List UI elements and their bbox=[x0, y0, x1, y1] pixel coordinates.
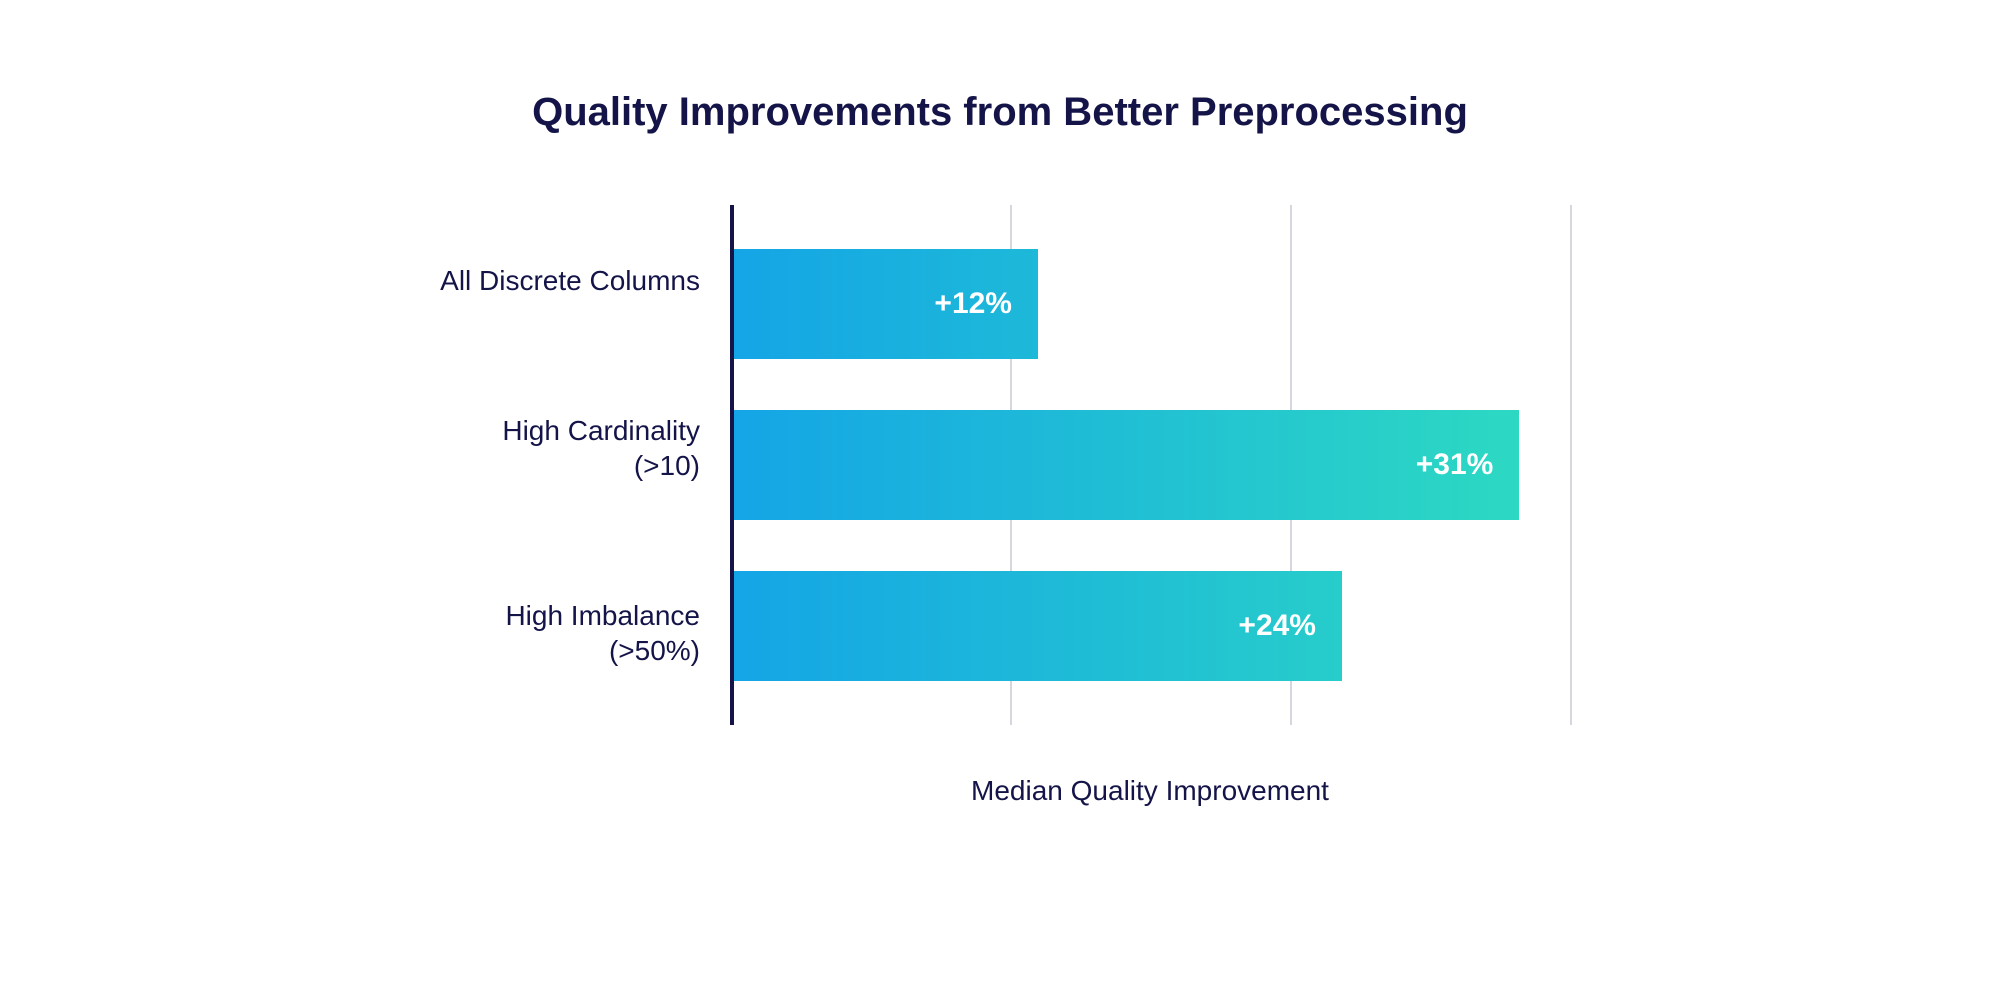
bar-slot-1: +31% bbox=[734, 410, 1570, 520]
x-axis-label: Median Quality Improvement bbox=[730, 775, 1570, 807]
bar-value-0: +12% bbox=[934, 287, 1012, 321]
bars-container: +12% +31% +24% bbox=[734, 205, 1570, 725]
bar-2: +24% bbox=[734, 571, 1342, 681]
y-label-2: High Imbalance(>50%) bbox=[430, 598, 700, 668]
plot-area: +12% +31% +24% bbox=[730, 205, 1570, 725]
y-label-1: High Cardinality(>10) bbox=[430, 413, 700, 483]
gridline-3 bbox=[1570, 205, 1572, 725]
bar-slot-2: +24% bbox=[734, 571, 1570, 681]
bar-value-2: +24% bbox=[1238, 609, 1316, 643]
plot-row: All Discrete Columns High Cardinality(>1… bbox=[430, 205, 1570, 725]
chart-title: Quality Improvements from Better Preproc… bbox=[532, 90, 1468, 135]
y-axis-labels: All Discrete Columns High Cardinality(>1… bbox=[430, 205, 730, 725]
y-label-0: All Discrete Columns bbox=[430, 263, 700, 298]
bar-1: +31% bbox=[734, 410, 1519, 520]
bar-value-1: +31% bbox=[1416, 448, 1494, 482]
bar-slot-0: +12% bbox=[734, 249, 1570, 359]
bar-0: +12% bbox=[734, 249, 1038, 359]
chart-frame: All Discrete Columns High Cardinality(>1… bbox=[430, 205, 1570, 807]
